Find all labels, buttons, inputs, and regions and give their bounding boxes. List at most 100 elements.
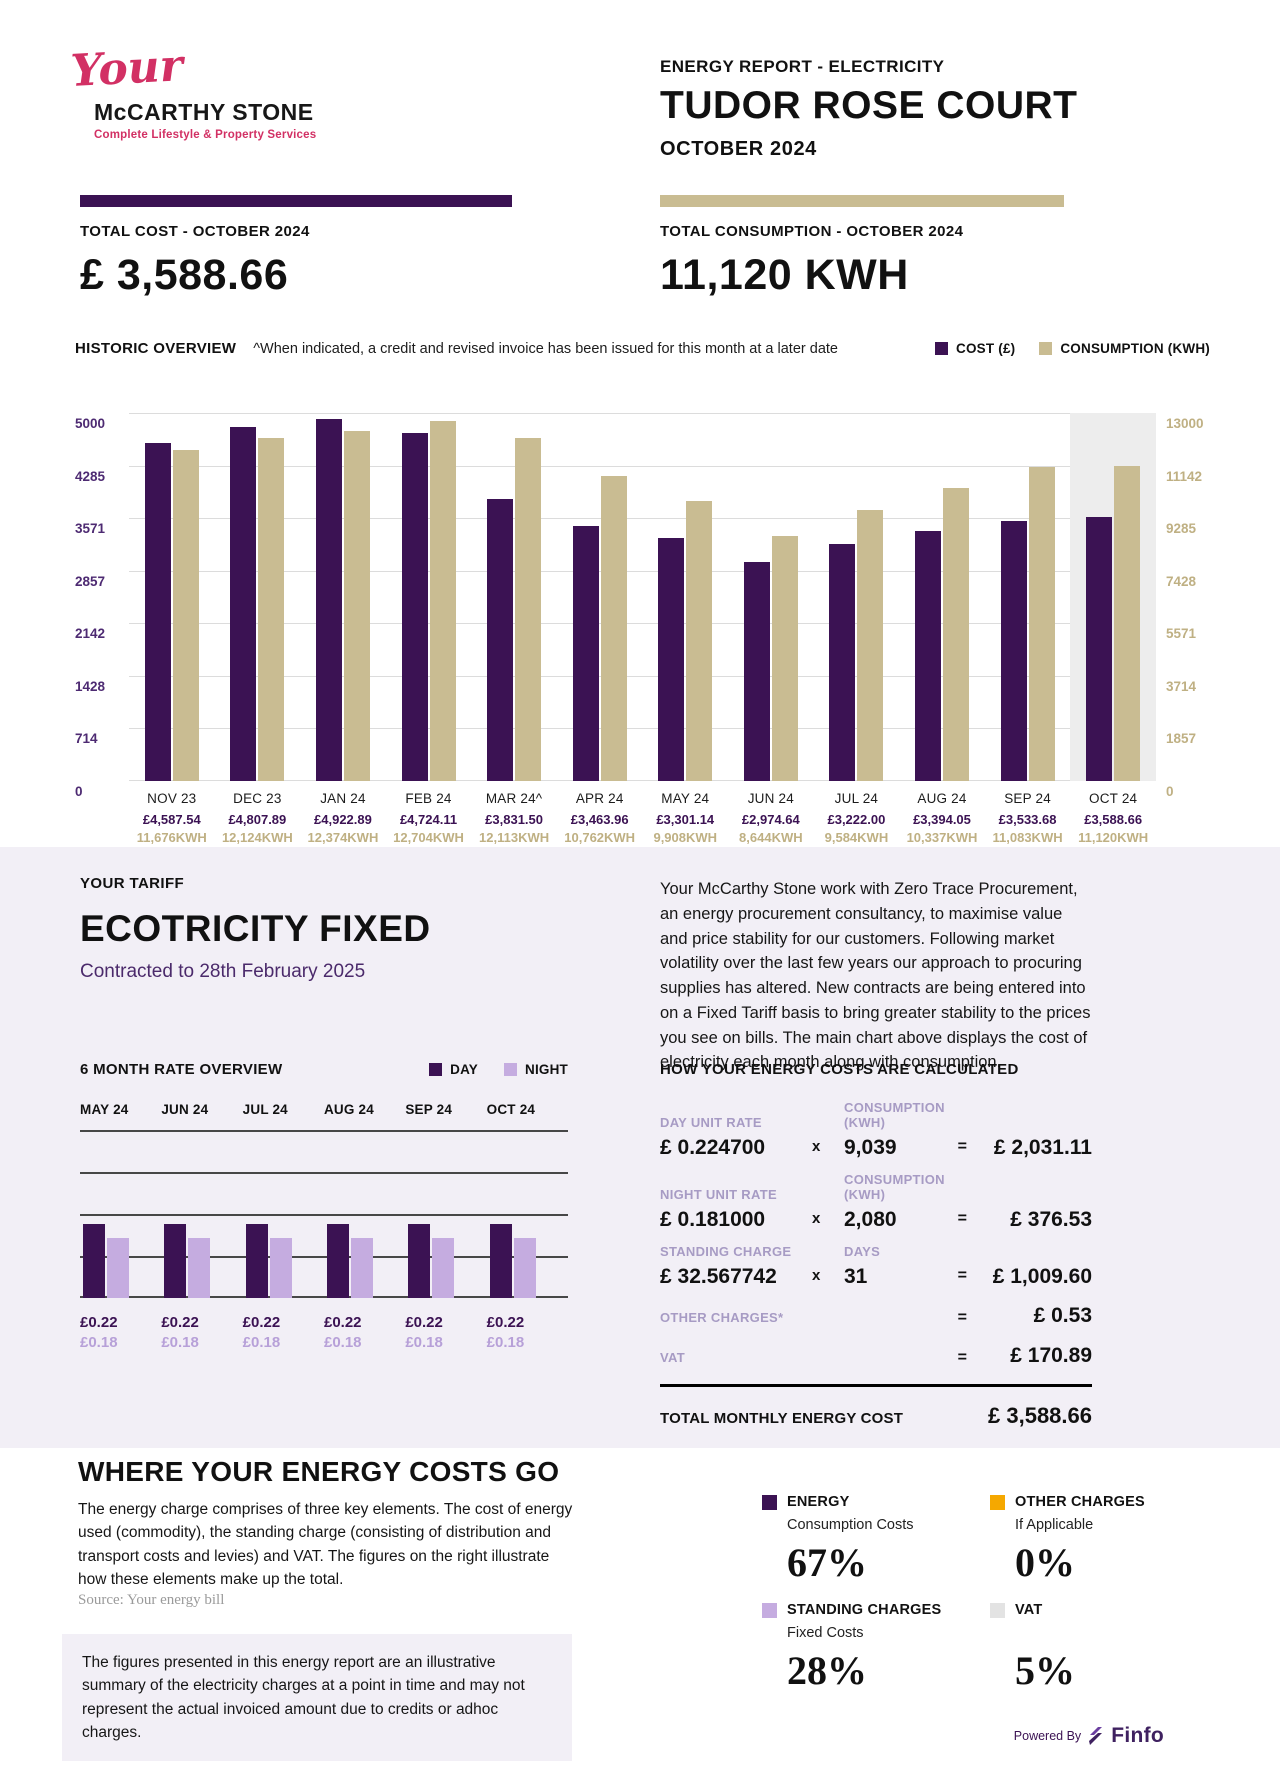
rate-gridline (80, 1256, 568, 1258)
breakdown-item: VAT 5% (990, 1602, 1222, 1694)
day-rate-value: £0.22 (80, 1314, 118, 1331)
gridline (129, 780, 1156, 781)
cost-bar (1086, 516, 1113, 781)
historic-chart-legend: COST (£) CONSUMPTION (KWH) (935, 341, 1210, 356)
cost-bar (572, 526, 599, 781)
month-label: JUL 24 (834, 791, 879, 806)
night-rate-value: £0.18 (80, 1334, 118, 1352)
breakdown-item-header: OTHER CHARGES (990, 1494, 1222, 1510)
legend-label: DAY (450, 1062, 478, 1077)
rate-gridline (80, 1296, 568, 1298)
breakdown-label: ENERGY (787, 1494, 850, 1510)
bar-group (129, 413, 215, 781)
row-result: £ 1,009.60 (992, 1265, 1092, 1288)
month-column-label: JAN 24 £4,922.89 12,374KWH (300, 791, 386, 846)
row-result: £ 0.53 (1033, 1304, 1092, 1327)
cost-calculation-panel: HOW YOUR ENERGY COSTS ARE CALCULATED DAY… (660, 1061, 1092, 1495)
axis-pad (1156, 791, 1210, 846)
multiply-operator: x (812, 1138, 821, 1155)
breakdown-percent: 5% (1015, 1648, 1075, 1693)
legend-label: COST (£) (956, 341, 1016, 356)
legend-item: DAY (429, 1062, 478, 1077)
day-rate-value: £0.22 (161, 1314, 199, 1331)
cost-bar (658, 538, 685, 781)
month-label: SEP 24 (1004, 791, 1051, 806)
cost-bar (487, 499, 514, 781)
breakdown-sublabel (1015, 1625, 1222, 1643)
month-cost-label: £3,533.68 (998, 811, 1057, 827)
breakdown-label: OTHER CHARGES (1015, 1494, 1145, 1510)
night-rate-bar (513, 1237, 536, 1298)
rate-gridline (80, 1130, 568, 1132)
cost--swatch (935, 342, 948, 355)
page-title: TUDOR ROSE COURT (660, 84, 1078, 127)
gridline (129, 413, 1156, 414)
bar-group (1070, 413, 1156, 781)
right-axis-tick: 5571 (1166, 626, 1197, 642)
finfo-brand-name: Finfo (1111, 1724, 1164, 1747)
month-column-label: FEB 24 £4,724.11 12,704KWH (386, 791, 472, 846)
calculation-row: VAT = £ 170.89 (660, 1345, 1092, 1367)
rate-bar-group (324, 1130, 405, 1298)
logo-script-word: Your (69, 40, 185, 97)
day-rate-bar (326, 1224, 349, 1298)
month-cost-label: £3,222.00 (827, 811, 886, 827)
month-column-label: MAR 24^ £3,831.50 12,113KWH (471, 791, 557, 846)
month-consumption-label: 12,113KWH (479, 830, 550, 846)
rate-overview-panel: 6 MONTH RATE OVERVIEW DAY NIGHT MAY 24 JUN… (80, 1061, 568, 1354)
month-cost-label: £3,301.14 (656, 811, 715, 827)
total-cost-summary: TOTAL COST - OCTOBER 2024 £ 3,588.66 (80, 195, 512, 300)
calculation-row: STANDING CHARGE £ 32.567742 x DAYS 31 = £ 1,00… (660, 1244, 1092, 1287)
month-column-label: MAY 24 £3,301.14 9,908KWH (642, 791, 728, 846)
night-rate-bar (350, 1237, 373, 1298)
month-consumption-label: 10,762KWH (564, 830, 636, 846)
month-label: FEB 24 (405, 791, 452, 806)
total-monthly-cost-label: TOTAL MONTHLY ENERGY COST (660, 1410, 904, 1427)
consumption-bar (343, 430, 370, 781)
historic-overview-note: ^When indicated, a credit and revised in… (253, 340, 838, 357)
day-rate-bar (245, 1224, 268, 1298)
term-value: £ 0.224700 (660, 1136, 766, 1159)
night-rate-value: £0.18 (323, 1334, 362, 1352)
total-consumption-label: TOTAL CONSUMPTION - OCTOBER 2024 (660, 223, 964, 240)
month-label: OCT 24 (1089, 791, 1138, 806)
breakdown-sublabel: Fixed Costs (787, 1625, 864, 1641)
consumption-bar (942, 488, 969, 781)
term-label: STANDING CHARGE (660, 1244, 792, 1259)
consumption-bar (600, 476, 627, 781)
total-monthly-cost-value: £ 3,588.66 (988, 1403, 1092, 1428)
bar-group (985, 413, 1071, 781)
row-result: £ 170.89 (1010, 1344, 1092, 1367)
rate-month-label: AUG 24 (323, 1102, 374, 1117)
right-axis-tick: 11142 (1166, 468, 1203, 484)
month-consumption-label: 9,584KWH (824, 830, 889, 846)
breakdown-item-header: ENERGY (762, 1494, 990, 1510)
report-header: ENERGY REPORT - ELECTRICITY TUDOR ROSE C… (660, 57, 1078, 161)
term-label: DAY UNIT RATE (660, 1115, 762, 1130)
term-label: NIGHT UNIT RATE (660, 1187, 777, 1202)
left-axis-tick: 2142 (75, 626, 106, 642)
other-charges-swatch (990, 1494, 1005, 1510)
gridline (129, 623, 1156, 625)
month-label: DEC 23 (233, 791, 282, 806)
breakdown-item: ENERGY Consumption Costs 67% (762, 1494, 990, 1586)
cost-bar (829, 543, 856, 781)
breakdown-sublabel: If Applicable (1015, 1517, 1094, 1533)
rate-bar-columns (80, 1130, 568, 1298)
term-label: CONSUMPTION (KWH) (844, 1172, 945, 1202)
bar-group (899, 413, 985, 781)
x-label-cells: NOV 23 £4,587.54 11,676KWH DEC 23 £4,807.89 1… (129, 791, 1156, 846)
legend-item: COST (£) (935, 341, 1015, 356)
bar-groups (129, 413, 1156, 781)
bar-group (386, 413, 472, 781)
powered-by-label: Powered By (1013, 1729, 1082, 1743)
equals-sign: = (957, 1210, 967, 1227)
total-monthly-cost-row: TOTAL MONTHLY ENERGY COST £ 3,588.66 (660, 1384, 1092, 1429)
axis-pad (75, 791, 129, 846)
gridline (129, 570, 1156, 572)
consumption-bar (258, 437, 285, 781)
breakdown-item: OTHER CHARGES If Applicable 0% (990, 1494, 1222, 1586)
month-consumption-label: 11,083KWH (992, 830, 1063, 846)
month-label: NOV 23 (147, 791, 197, 806)
